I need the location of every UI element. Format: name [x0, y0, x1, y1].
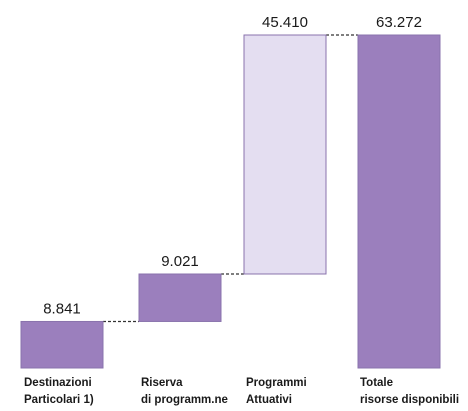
category-label-3-line-1: Programmi	[246, 377, 307, 389]
bar-1	[20, 320, 104, 369]
category-label-3-line-2: Attuativi	[246, 394, 292, 406]
category-label-1-line-1: Destinazioni	[24, 377, 92, 389]
category-label-4-line-1: Totale	[360, 377, 393, 389]
value-label-4: 63.272	[376, 14, 422, 31]
bar-3	[243, 34, 327, 275]
bar-4	[357, 34, 441, 369]
value-labels: 8.841 9.021 45.410 63.272	[43, 14, 422, 317]
category-label-1-line-2: Particolari 1)	[24, 394, 94, 406]
connector-lines	[103, 34, 358, 323]
value-label-2: 9.021	[161, 253, 199, 270]
category-label-4-line-2: risorse disponibili	[360, 394, 459, 406]
value-label-3: 45.410	[262, 14, 308, 31]
bars	[20, 34, 441, 369]
bar-2	[138, 273, 222, 322]
value-label-1: 8.841	[43, 300, 81, 317]
category-label-2-line-1: Riserva	[141, 377, 183, 389]
category-labels: Destinazioni Particolari 1) Riserva di prog…	[24, 377, 459, 406]
category-label-2-line-2: di programm.ne	[141, 394, 228, 406]
